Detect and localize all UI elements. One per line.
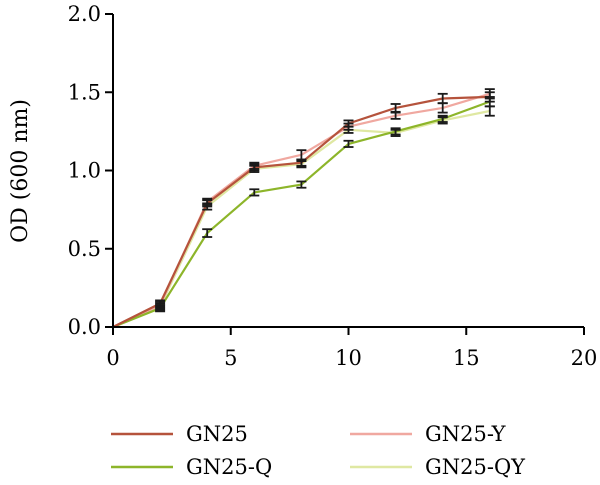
x-tick-label: 15: [453, 346, 480, 370]
y-tick-label: 2.0: [68, 2, 101, 26]
error-bar: [202, 228, 213, 238]
legend: GN25 GN25-Y GN25-Q GN25-QY: [111, 422, 526, 479]
error-bar: [437, 114, 448, 123]
x-tick-label: 20: [571, 346, 598, 370]
error-bar: [296, 158, 307, 167]
y-tick-label: 1.5: [68, 80, 101, 104]
error-bar: [437, 92, 448, 105]
error-bar: [390, 127, 401, 136]
y-tick-label: 1.0: [68, 159, 101, 183]
error-bar: [484, 91, 495, 103]
legend-label-GN25-Y: GN25-Y: [425, 422, 507, 446]
axes: 0.0 0.5 1.0 1.5 2.0 0 5 10 15 20: [68, 2, 598, 370]
y-tick-label: 0.0: [68, 315, 101, 339]
x-tick-label: 10: [335, 346, 362, 370]
plot-area: [112, 88, 495, 329]
x-tick-label: 5: [224, 346, 237, 370]
legend-label-GN25-Q: GN25-Q: [186, 455, 272, 479]
error-bar: [155, 299, 166, 308]
error-bar: [202, 199, 213, 208]
legend-label-GN25-QY: GN25-QY: [425, 455, 526, 479]
error-bar: [249, 188, 260, 197]
error-bar: [296, 180, 307, 189]
y-tick-label: 0.5: [68, 237, 101, 261]
error-bar: [249, 163, 260, 172]
error-bar: [343, 119, 354, 128]
error-bar: [390, 103, 401, 113]
x-tick-label: 0: [106, 346, 119, 370]
series-line-GN25-Q: [112, 100, 491, 329]
error-bar: [343, 139, 354, 148]
y-axis-title: OD (600 nm): [8, 99, 33, 243]
legend-label-GN25: GN25: [186, 422, 248, 446]
